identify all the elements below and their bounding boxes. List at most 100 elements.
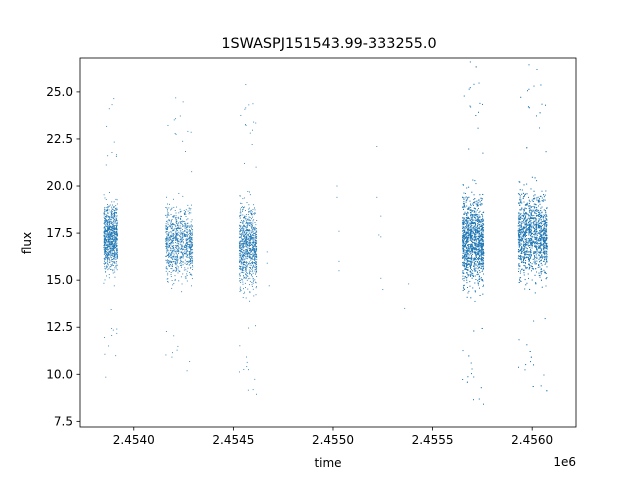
data-point xyxy=(251,234,253,236)
data-point xyxy=(168,225,170,227)
data-point xyxy=(469,285,471,287)
data-point xyxy=(470,229,472,231)
data-point xyxy=(470,265,472,266)
data-point xyxy=(249,240,251,242)
data-point xyxy=(107,264,109,266)
data-point xyxy=(191,237,193,239)
data-point xyxy=(239,244,240,246)
data-point xyxy=(465,251,467,253)
data-point xyxy=(251,238,252,240)
data-point xyxy=(181,249,183,251)
data-point xyxy=(173,239,175,241)
data-point xyxy=(191,263,193,264)
data-point xyxy=(167,203,168,205)
data-point xyxy=(240,214,242,216)
data-point xyxy=(111,104,113,106)
data-point xyxy=(474,222,476,224)
data-point xyxy=(175,235,177,237)
data-point xyxy=(186,252,187,254)
data-point xyxy=(252,240,254,242)
data-point xyxy=(175,206,177,208)
data-point xyxy=(244,240,246,242)
data-point xyxy=(252,245,254,247)
data-point xyxy=(254,238,256,240)
data-point xyxy=(463,203,465,205)
data-point xyxy=(479,251,481,253)
data-point xyxy=(107,230,108,232)
data-point xyxy=(477,127,479,129)
data-point xyxy=(475,208,476,210)
data-point xyxy=(466,187,468,189)
data-point xyxy=(464,249,466,251)
data-point xyxy=(242,223,244,225)
data-point xyxy=(239,241,241,243)
data-point xyxy=(116,245,117,247)
data-point xyxy=(478,237,480,239)
data-point xyxy=(245,217,247,219)
data-point xyxy=(255,243,256,245)
data-point xyxy=(114,261,116,263)
data-point xyxy=(471,277,473,279)
data-point xyxy=(108,229,110,231)
data-point xyxy=(112,209,114,211)
data-point xyxy=(173,216,174,218)
data-point xyxy=(245,277,247,279)
data-point xyxy=(483,240,485,242)
data-point xyxy=(464,258,466,260)
data-point xyxy=(116,209,118,211)
data-point xyxy=(480,232,482,233)
data-point xyxy=(106,234,108,236)
data-point xyxy=(242,265,244,267)
data-point xyxy=(475,249,477,251)
data-point xyxy=(463,242,465,244)
data-point xyxy=(481,237,483,239)
data-point xyxy=(182,235,184,237)
data-point xyxy=(106,255,108,257)
data-point xyxy=(178,222,180,224)
data-point xyxy=(173,283,175,285)
data-point xyxy=(115,234,117,236)
data-point xyxy=(176,261,178,263)
data-point xyxy=(190,239,192,241)
data-point xyxy=(239,260,241,262)
data-point xyxy=(175,246,177,248)
data-point xyxy=(467,224,469,226)
data-point xyxy=(189,273,191,275)
data-point xyxy=(169,265,170,267)
data-point xyxy=(247,389,249,391)
data-point xyxy=(165,331,167,332)
data-point xyxy=(246,244,248,246)
data-point xyxy=(480,250,482,251)
data-point xyxy=(170,256,172,258)
data-point xyxy=(111,264,113,266)
data-point xyxy=(176,239,178,240)
data-point xyxy=(244,162,245,164)
data-point xyxy=(187,234,189,235)
data-point xyxy=(115,244,117,245)
data-point xyxy=(248,263,250,265)
data-point xyxy=(251,274,253,276)
data-point xyxy=(109,229,111,231)
data-point xyxy=(240,265,242,267)
data-point xyxy=(246,226,248,228)
data-point xyxy=(467,260,469,262)
data-point xyxy=(463,227,465,229)
data-point xyxy=(191,241,193,243)
data-point xyxy=(255,256,257,258)
data-point xyxy=(182,251,184,253)
data-point xyxy=(477,217,479,219)
data-point xyxy=(480,252,482,254)
data-point xyxy=(173,253,175,255)
data-point xyxy=(462,248,464,250)
data-point xyxy=(251,236,252,238)
data-point xyxy=(172,242,174,244)
data-point xyxy=(246,230,248,232)
data-point xyxy=(249,249,251,251)
data-point xyxy=(113,231,115,232)
data-point xyxy=(115,252,117,254)
data-point xyxy=(467,228,468,230)
data-point xyxy=(254,235,256,237)
data-point xyxy=(113,285,115,287)
data-point xyxy=(469,246,471,248)
data-point xyxy=(252,235,254,237)
